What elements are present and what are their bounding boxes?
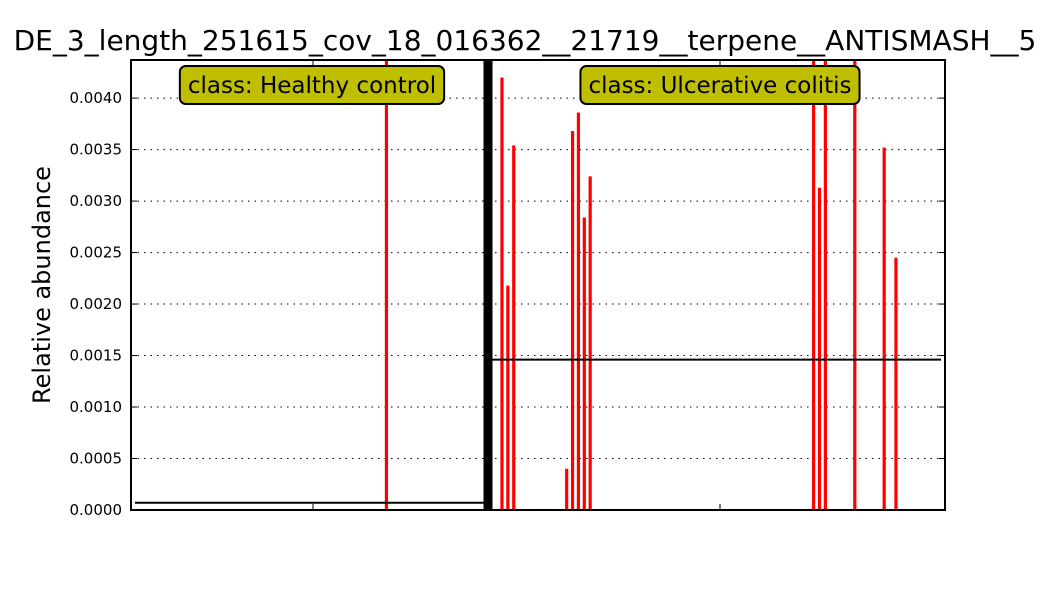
- bar: [853, 60, 857, 510]
- class-label-box: [178, 65, 446, 105]
- bar: [812, 60, 816, 510]
- class-labels: class: Healthy control class: Ulcerative …: [178, 65, 861, 105]
- y-tick-label: 0.0030: [70, 192, 123, 210]
- bar: [500, 77, 504, 510]
- y-tick-label: 0.0035: [70, 141, 123, 159]
- bar: [506, 285, 510, 510]
- bar: [823, 60, 827, 510]
- chart-title: DE_3_length_251615_cov_18_016362__21719_…: [14, 24, 1037, 57]
- y-axis-label: Relative abundance: [28, 166, 56, 404]
- class-label-text: class: Healthy control: [188, 73, 436, 99]
- y-tick-label: 0.0000: [70, 501, 123, 519]
- bar: [817, 187, 822, 510]
- bar: [882, 147, 886, 510]
- bar: [582, 217, 586, 510]
- y-tick-label: 0.0040: [70, 89, 123, 107]
- y-tick-label: 0.0010: [70, 398, 123, 416]
- bar: [894, 257, 898, 510]
- bar: [576, 112, 581, 510]
- class-label-text: class: Ulcerative colitis: [588, 73, 851, 99]
- y-tick-label: 0.0020: [70, 295, 123, 313]
- y-tick-label: 0.0025: [70, 244, 123, 262]
- class-separator: [483, 60, 493, 510]
- class-label-box: [579, 65, 861, 105]
- plot-frame: [130, 59, 946, 511]
- grid-lines: [131, 97, 945, 460]
- bar: [570, 131, 575, 510]
- y-tick-label: 0.0015: [70, 347, 123, 365]
- bar-series: [384, 60, 898, 510]
- class-mean-lines: [135, 358, 941, 504]
- bar: [512, 145, 516, 510]
- y-axis-ticks: 0.0000 0.0005 0.0010 0.0015 0.0020 0.0025 0.00…: [70, 89, 945, 519]
- y-tick-label: 0.0005: [70, 450, 123, 468]
- bar: [588, 176, 592, 510]
- bar: [565, 468, 569, 510]
- bar: [384, 60, 389, 510]
- x-axis-ticks: [312, 60, 721, 510]
